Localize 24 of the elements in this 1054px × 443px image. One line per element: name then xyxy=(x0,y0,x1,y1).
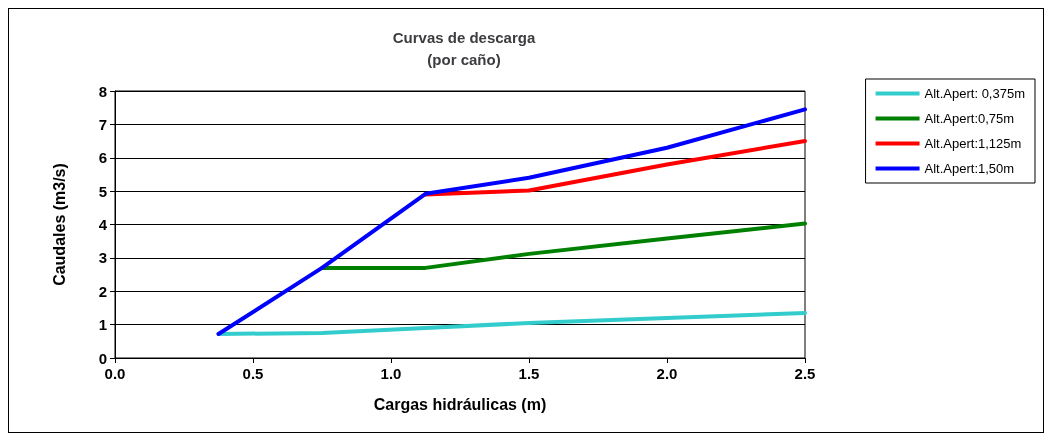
line-series xyxy=(216,107,807,336)
line-series xyxy=(320,221,807,270)
x-axis-title: Cargas hidráulicas (m) xyxy=(373,395,547,413)
chart-title: Curvas de descarga (por caño) xyxy=(392,28,536,68)
x-tick-label: 1.5 xyxy=(518,365,540,382)
y-tick-label: 3 xyxy=(98,249,107,267)
x-tick-label: 0.0 xyxy=(104,365,126,382)
y-tick-label: 8 xyxy=(98,82,107,100)
legend-label: Alt.Apert: 0,375m xyxy=(924,86,1026,101)
x-tick-label: 2.0 xyxy=(656,365,678,382)
y-tick-label: 4 xyxy=(98,216,108,233)
x-tick-label: 2.5 xyxy=(794,365,816,382)
y-tick-label: 7 xyxy=(98,115,107,133)
legend-label: Alt.Apert:1,125m xyxy=(924,136,1022,151)
y-tick-label: 5 xyxy=(98,182,107,200)
legend-label: Alt.Apert:0,75m xyxy=(924,111,1015,126)
legend-label: Alt.Apert:1,50m xyxy=(924,161,1015,176)
y-tick-label: 6 xyxy=(98,149,107,167)
x-tick-label: 1.0 xyxy=(380,365,402,382)
y-axis-title: Caudales (m3/s) xyxy=(50,163,68,286)
y-tick-label: 1 xyxy=(98,316,107,334)
y-tick-label: 0 xyxy=(98,349,107,367)
x-tick-label: 0.5 xyxy=(242,365,264,382)
y-tick-label: 2 xyxy=(98,282,107,300)
